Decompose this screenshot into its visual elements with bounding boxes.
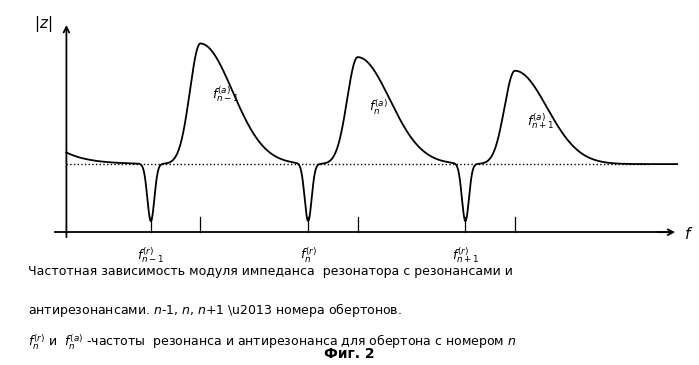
Text: $f_{n-1}^{(a)}$: $f_{n-1}^{(a)}$ <box>212 84 240 104</box>
Text: Частотная зависимость модуля импеданса  резонатора с резонансами и: Частотная зависимость модуля импеданса р… <box>28 265 513 278</box>
Text: $f$: $f$ <box>684 226 693 242</box>
Text: $f_n^{(r)}$ и  $f_n^{(a)}$ -частоты  резонанса и антирезонанса для обертона с но: $f_n^{(r)}$ и $f_n^{(a)}$ -частоты резон… <box>28 332 517 351</box>
Text: антирезонансами. $n$-1, $n$, $n$+1 \u2013 номера обертонов.: антирезонансами. $n$-1, $n$, $n$+1 \u201… <box>28 301 402 319</box>
Text: Фиг. 2: Фиг. 2 <box>324 347 375 361</box>
Text: $|z|$: $|z|$ <box>34 14 52 34</box>
Text: $f_{n+1}^{(a)}$: $f_{n+1}^{(a)}$ <box>526 111 554 131</box>
Text: $f_{n+1}^{(r)}$: $f_{n+1}^{(r)}$ <box>452 246 479 265</box>
Text: $f_{n}^{(a)}$: $f_{n}^{(a)}$ <box>369 98 388 118</box>
Text: $f_{n}^{(r)}$: $f_{n}^{(r)}$ <box>300 246 317 265</box>
Text: $f_{n-1}^{(r)}$: $f_{n-1}^{(r)}$ <box>137 246 164 265</box>
